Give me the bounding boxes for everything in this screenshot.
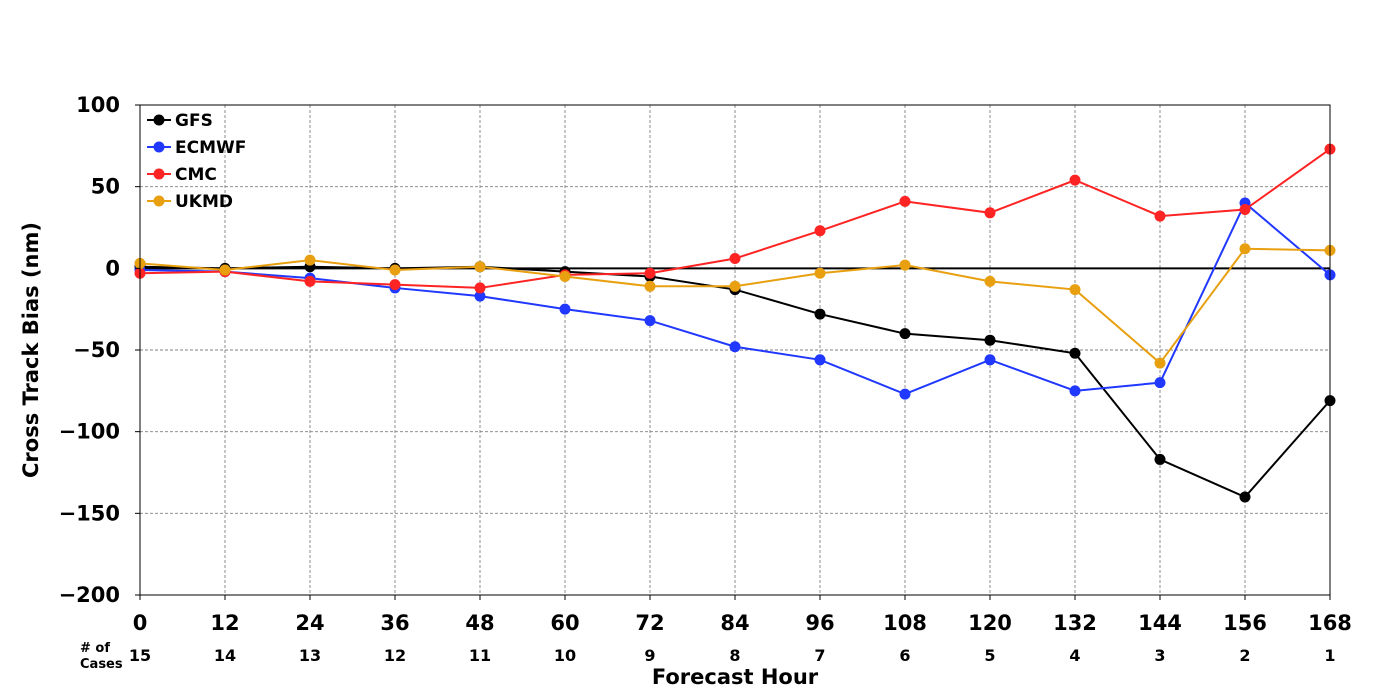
x-tick-label: 24 [295,611,324,635]
legend-label: UKMD [175,192,233,212]
case-count-label: 10 [554,646,576,665]
legend-marker [153,114,165,126]
data-point-gfs [1154,453,1166,465]
case-count-label: 12 [384,646,406,665]
x-tick-label: 108 [883,611,927,635]
data-point-cmc [729,253,741,265]
case-count-label: 7 [814,646,825,665]
data-point-ukmd [729,280,741,292]
data-point-ecmwf [729,341,741,353]
data-point-cmc [984,207,996,219]
data-point-gfs [899,328,911,340]
case-count-label: 5 [984,646,995,665]
legend: GFS ECMWF CMC UKMD [147,111,246,212]
x-axis-ticks: 0 12 24 36 48 60 72 84 96 108 120 132 144 156 168 [133,595,1352,635]
case-count-label: 9 [644,646,655,665]
y-tick-label: 50 [91,175,120,199]
case-count-label: 11 [469,646,491,665]
x-tick-label: 96 [805,611,834,635]
x-tick-label: 120 [968,611,1012,635]
data-point-cmc [1069,174,1081,186]
legend-entry-gfs: GFS [147,111,213,131]
case-count-label: 4 [1069,646,1080,665]
legend-marker [153,168,165,180]
data-point-ukmd [304,254,316,266]
data-point-ukmd [1154,357,1166,369]
x-tick-label: 60 [550,611,579,635]
data-point-ecmwf [644,315,656,327]
series-lines [134,143,1336,503]
case-count-label: 3 [1154,646,1165,665]
data-point-ukmd [219,264,231,276]
data-point-cmc [304,275,316,287]
data-point-ecmwf [984,354,996,366]
cases-row: # of Cases 15 14 13 12 11 10 9 8 7 6 5 4 3 2 1 [80,641,1336,672]
x-tick-label: 12 [210,611,239,635]
legend-label: CMC [175,165,217,185]
case-count-label: 15 [129,646,151,665]
data-point-ecmwf [559,303,571,315]
data-point-gfs [1069,347,1081,359]
data-point-ukmd [984,275,996,287]
case-count-label: 13 [299,646,321,665]
x-tick-label: 84 [720,611,749,635]
y-tick-label: 0 [105,256,120,280]
data-point-ecmwf [1154,377,1166,389]
data-point-cmc [1154,210,1166,222]
y-axis-ticks: 100 50 0 −50 −100 −150 −200 [59,93,140,607]
data-point-gfs [814,308,826,320]
data-point-cmc [899,195,911,207]
cases-caption-line1: # of [80,641,110,656]
case-count-label: 8 [729,646,740,665]
y-tick-label: 100 [76,93,120,117]
data-point-cmc [474,282,486,294]
data-point-ukmd [814,267,826,279]
data-point-cmc [389,279,401,291]
legend-entry-ukmd: UKMD [147,192,233,212]
data-point-ukmd [559,271,571,282]
legend-marker [153,195,165,207]
legend-entry-ecmwf: ECMWF [147,138,246,158]
x-axis-title: Forecast Hour [652,665,819,689]
case-count-label: 6 [899,646,910,665]
x-tick-label: 156 [1223,611,1267,635]
cases-caption-line2: Cases [80,657,123,672]
y-tick-label: −50 [73,338,120,362]
data-point-ukmd [899,259,911,271]
data-point-ukmd [1239,243,1251,255]
data-point-cmc [1239,204,1251,216]
data-point-ukmd [1069,284,1081,296]
data-point-ecmwf [1069,385,1081,397]
legend-label: GFS [175,111,213,131]
x-tick-label: 72 [635,611,664,635]
x-tick-label: 168 [1308,611,1352,635]
data-point-gfs [984,334,996,346]
case-count-label: 1 [1324,646,1335,665]
x-tick-label: 132 [1053,611,1097,635]
y-tick-label: −150 [59,501,120,525]
data-point-cmc [644,267,656,279]
x-tick-label: 144 [1138,611,1182,635]
data-point-ecmwf [899,388,911,400]
case-count-label: 14 [214,646,236,665]
x-tick-label: 36 [380,611,409,635]
x-tick-label: 48 [465,611,494,635]
data-point-gfs [1239,491,1251,503]
y-tick-label: −100 [59,420,120,444]
legend-entry-cmc: CMC [147,165,217,185]
legend-marker [153,141,165,153]
y-tick-label: −200 [59,583,120,607]
data-point-ecmwf [814,354,826,366]
data-point-ukmd [389,264,401,276]
x-tick-label: 0 [133,611,148,635]
data-point-ukmd [474,261,486,273]
data-point-ukmd [644,280,656,292]
series-cmc [134,143,1336,294]
case-count-label: 2 [1239,646,1250,665]
data-point-ecmwf [474,290,486,302]
y-axis-title: Cross Track Bias (nm) [19,222,43,478]
legend-label: ECMWF [175,138,246,158]
data-point-cmc [814,225,826,237]
